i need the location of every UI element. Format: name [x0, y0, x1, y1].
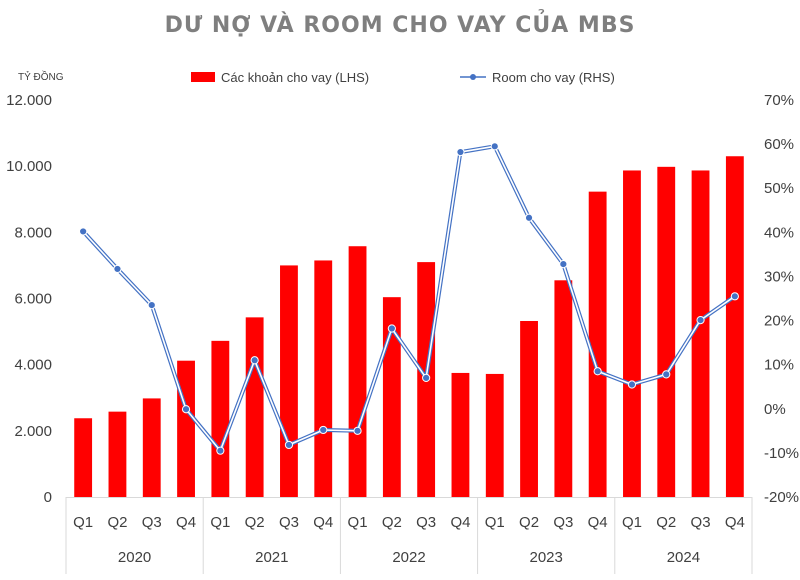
x-tick-label: Q4 — [725, 514, 745, 531]
left-tick-label: 6.000 — [14, 291, 52, 308]
right-tick-label: 70% — [764, 92, 794, 109]
bar — [588, 191, 607, 497]
line-point — [456, 147, 465, 157]
bar — [554, 280, 573, 497]
x-tick-label: Q1 — [348, 514, 368, 531]
line-point — [559, 259, 568, 269]
x-tick-label: Q4 — [588, 514, 608, 531]
line-path-inner — [82, 145, 736, 452]
right-tick-label: 40% — [764, 224, 794, 241]
right-tick-label: 30% — [764, 268, 794, 285]
bar — [74, 418, 93, 497]
year-label: 2022 — [392, 549, 425, 566]
line-point — [696, 316, 705, 325]
bar — [725, 156, 744, 497]
line-point — [216, 446, 225, 455]
bar — [657, 166, 676, 497]
bar — [485, 373, 504, 497]
left-tick-label: 2.000 — [14, 423, 52, 440]
x-tick-label: Q1 — [73, 514, 93, 531]
line-point — [250, 356, 259, 365]
left-tick-label: 0 — [44, 489, 52, 506]
x-tick-label: Q3 — [416, 514, 436, 531]
line-point — [422, 373, 431, 382]
chart-title: DƯ NỢ VÀ ROOM CHO VAY CỦA MBS — [165, 10, 636, 38]
legend-swatch-marker — [470, 74, 476, 80]
right-tick-label: 0% — [764, 401, 786, 418]
left-tick-label: 10.000 — [6, 158, 52, 175]
line-point — [147, 301, 156, 310]
line-point — [524, 213, 534, 222]
year-label: 2024 — [667, 549, 700, 566]
left-tick-label: 8.000 — [14, 224, 52, 241]
x-tick-label: Q3 — [691, 514, 711, 531]
line-point — [181, 405, 191, 414]
right-tick-label: -10% — [764, 445, 799, 462]
x-tick-label: Q3 — [553, 514, 573, 531]
year-label: 2020 — [118, 549, 151, 566]
x-tick-label: Q4 — [450, 514, 470, 531]
x-tick-label: Q3 — [279, 514, 299, 531]
left-tick-label: 12.000 — [6, 92, 52, 109]
x-tick-label: Q2 — [519, 514, 539, 531]
x-tick-label: Q1 — [485, 514, 505, 531]
x-tick-label: Q2 — [245, 514, 265, 531]
legend: Các khoản cho vay (LHS) Room cho vay (RH… — [191, 70, 615, 85]
line-point — [662, 370, 671, 379]
x-tick-label: Q3 — [142, 514, 162, 531]
bar — [280, 265, 298, 497]
x-tick-label: Q4 — [313, 514, 333, 531]
line-point — [319, 425, 328, 435]
line-point — [387, 324, 396, 333]
line-series — [79, 142, 739, 455]
bar — [520, 320, 538, 497]
line-point — [79, 227, 88, 236]
legend-label-line: Room cho vay (RHS) — [492, 70, 615, 85]
bar — [314, 260, 333, 497]
x-tick-label: Q2 — [656, 514, 676, 531]
bar — [108, 411, 127, 497]
bar — [451, 372, 470, 497]
bar — [691, 170, 710, 497]
line-point — [353, 426, 362, 435]
x-axis: Q1 Q2 Q3 Q4 Q1 Q2 Q3 Q4 Q1 Q2 Q3 Q4 Q1 Q2 Q3 Q4 Q1 Q2 Q3 Q4… — [65, 497, 753, 574]
right-tick-label: 60% — [764, 136, 794, 153]
bar — [623, 170, 641, 497]
bar — [211, 340, 230, 497]
bar — [177, 360, 195, 497]
right-tick-label: 50% — [764, 180, 794, 197]
line-point — [284, 440, 294, 450]
right-tick-label: 20% — [764, 313, 794, 330]
line-point — [627, 380, 637, 389]
line-point — [730, 292, 739, 301]
legend-swatch-bars — [191, 72, 215, 82]
x-tick-label: Q4 — [176, 514, 196, 531]
x-tick-label: Q1 — [622, 514, 642, 531]
line-point — [113, 264, 122, 274]
line-point — [490, 142, 499, 151]
right-tick-label: -20% — [764, 489, 799, 506]
bar — [348, 246, 367, 497]
right-axis: -20% -10% 0% 10% 20% 30% 40% 50% 60% 70% — [764, 92, 799, 506]
year-label: 2023 — [530, 549, 563, 566]
year-label: 2021 — [255, 549, 288, 566]
x-tick-label: Q1 — [210, 514, 230, 531]
bar — [245, 317, 264, 497]
x-tick-label: Q2 — [382, 514, 402, 531]
right-tick-label: 10% — [764, 357, 794, 374]
left-tick-label: 4.000 — [14, 357, 52, 374]
x-tick-label: Q2 — [107, 514, 127, 531]
bar-series — [74, 156, 744, 497]
line-point — [593, 367, 602, 376]
legend-label-bars: Các khoản cho vay (LHS) — [221, 70, 369, 85]
left-axis-unit: TỶ ĐỒNG — [18, 70, 64, 83]
left-axis: 0 2.000 4.000 6.000 8.000 10.000 12.000 — [6, 92, 52, 506]
bar — [142, 398, 161, 497]
